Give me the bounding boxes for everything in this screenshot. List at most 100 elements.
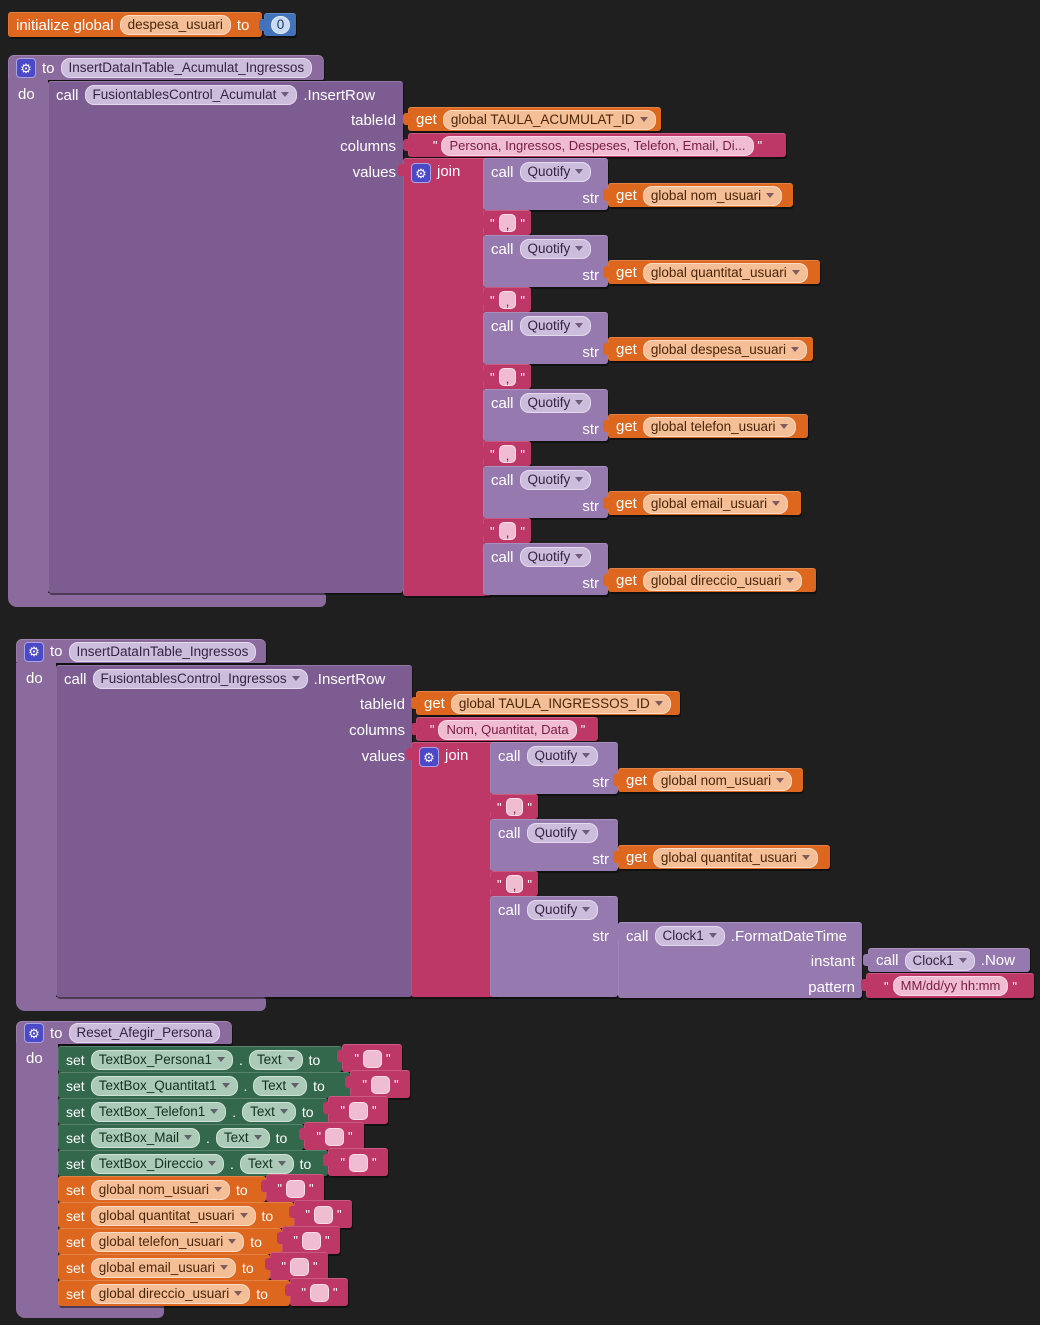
text-string-block-comma[interactable]: ", " bbox=[478, 364, 531, 389]
call-quotify-block[interactable]: call Quotify str bbox=[483, 466, 608, 518]
procedure-dropdown[interactable]: Quotify bbox=[519, 547, 592, 567]
call-formatdatetime-block[interactable]: call Clock1 .FormatDateTime instant patt… bbox=[613, 922, 862, 998]
variable-dropdown[interactable]: global telefon_usuari bbox=[90, 1231, 245, 1252]
set-textbox-mail-text-block[interactable]: set TextBox_Mail . Text to bbox=[58, 1124, 304, 1150]
text-field[interactable] bbox=[325, 1127, 344, 1146]
text-string-block-comma[interactable]: ", " bbox=[478, 441, 531, 466]
empty-string-block[interactable]: " " bbox=[323, 1096, 388, 1124]
procedure-dropdown[interactable]: Quotify bbox=[526, 823, 599, 843]
procedure-name-field[interactable]: InsertDataInTable_Ingressos bbox=[68, 641, 257, 662]
text-field[interactable]: Persona, Ingressos, Despeses, Telefon, E… bbox=[441, 135, 754, 156]
variable-dropdown[interactable]: global direccio_usuari bbox=[642, 570, 803, 591]
empty-string-block[interactable]: " " bbox=[265, 1252, 328, 1280]
text-string-block-columns-acumulat[interactable]: " Persona, Ingressos, Despeses, Telefon,… bbox=[403, 133, 786, 157]
text-field[interactable]: , bbox=[498, 522, 517, 540]
property-dropdown[interactable]: Text bbox=[239, 1153, 294, 1174]
property-dropdown[interactable]: Text bbox=[242, 1101, 296, 1122]
component-dropdown[interactable]: TextBox_Quantitat1 bbox=[90, 1075, 238, 1096]
component-dropdown[interactable]: TextBox_Persona1 bbox=[90, 1049, 234, 1070]
variable-name-field[interactable]: despesa_usuari bbox=[119, 15, 231, 35]
text-string-block-comma[interactable]: ", " bbox=[485, 794, 538, 819]
text-field[interactable] bbox=[371, 1075, 390, 1094]
get-block-email-usuari[interactable]: get global email_usuari bbox=[603, 491, 801, 515]
empty-string-block[interactable]: " " bbox=[337, 1044, 402, 1072]
procedure-block-reset-rail[interactable]: do bbox=[16, 1043, 58, 1303]
set-global-email-usuari-block[interactable]: set global email_usuari to bbox=[58, 1254, 270, 1280]
empty-string-block[interactable]: " " bbox=[289, 1200, 352, 1228]
call-quotify-block[interactable]: call Quotify str bbox=[483, 389, 608, 441]
empty-string-block[interactable]: " " bbox=[277, 1226, 340, 1254]
procedure-block-ingressos-header[interactable]: ⚙ to InsertDataInTable_Ingressos bbox=[16, 639, 266, 663]
set-textbox-direccio-text-block[interactable]: set TextBox_Direccio . Text to bbox=[58, 1150, 328, 1176]
number-value-field[interactable]: 0 bbox=[270, 16, 291, 34]
initialize-global-block[interactable]: initialize global despesa_usuari to bbox=[8, 12, 262, 37]
mutator-gear-icon[interactable]: ⚙ bbox=[419, 747, 439, 767]
procedure-name-field[interactable]: InsertDataInTable_Acumulat_Ingressos bbox=[60, 58, 313, 78]
procedure-dropdown[interactable]: Quotify bbox=[519, 470, 592, 490]
variable-dropdown[interactable]: global direccio_usuari bbox=[90, 1283, 251, 1304]
procedure-dropdown[interactable]: Quotify bbox=[526, 900, 599, 920]
component-dropdown[interactable]: Clock1 bbox=[654, 926, 725, 946]
component-dropdown[interactable]: FusiontablesControl_Acumulat bbox=[84, 85, 298, 105]
get-block-taula-acumulat-id[interactable]: get global TAULA_ACUMULAT_ID bbox=[403, 107, 661, 131]
variable-dropdown[interactable]: global TAULA_ACUMULAT_ID bbox=[442, 109, 656, 130]
call-quotify-block[interactable]: call Quotify str bbox=[490, 896, 618, 997]
mutator-gear-icon[interactable]: ⚙ bbox=[16, 58, 36, 78]
procedure-dropdown[interactable]: Quotify bbox=[526, 746, 599, 766]
set-textbox-telefon1-text-block[interactable]: set TextBox_Telefon1 . Text to bbox=[58, 1098, 328, 1124]
property-dropdown[interactable]: Text bbox=[215, 1127, 270, 1148]
text-field[interactable]: , bbox=[498, 214, 517, 232]
mutator-gear-icon[interactable]: ⚙ bbox=[411, 163, 431, 183]
variable-dropdown[interactable]: global TAULA_INGRESSOS_ID bbox=[450, 693, 671, 714]
text-string-block-comma[interactable]: ", " bbox=[478, 518, 531, 543]
text-field[interactable] bbox=[349, 1153, 368, 1172]
mutator-gear-icon[interactable]: ⚙ bbox=[24, 641, 44, 662]
procedure-block-acumulat-rail[interactable]: do bbox=[8, 79, 48, 593]
get-block-quantitat-usuari[interactable]: get global quantitat_usuari bbox=[603, 260, 820, 284]
get-block-nom-usuari[interactable]: get global nom_usuari bbox=[613, 768, 803, 792]
call-quotify-block[interactable]: call Quotify str bbox=[483, 235, 608, 287]
procedure-block-ingressos-rail[interactable]: do bbox=[16, 663, 56, 997]
text-field[interactable]: MM/dd/yy hh:mm bbox=[892, 976, 1009, 996]
mutator-gear-icon[interactable]: ⚙ bbox=[24, 1023, 44, 1043]
text-field[interactable] bbox=[310, 1283, 329, 1302]
text-field[interactable]: Nom, Quantitat, Data bbox=[438, 719, 577, 740]
set-global-nom-usuari-block[interactable]: set global nom_usuari to bbox=[58, 1176, 266, 1202]
text-field[interactable] bbox=[286, 1179, 305, 1198]
set-global-quantitat-usuari-block[interactable]: set global quantitat_usuari to bbox=[58, 1202, 294, 1228]
component-dropdown[interactable]: FusiontablesControl_Ingressos bbox=[92, 669, 308, 689]
component-dropdown[interactable]: Clock1 bbox=[904, 950, 975, 971]
text-field[interactable] bbox=[349, 1101, 368, 1120]
empty-string-block[interactable]: " " bbox=[345, 1070, 410, 1098]
call-quotify-block[interactable]: call Quotify str bbox=[490, 742, 618, 794]
procedure-block-ingressos-bottom[interactable] bbox=[16, 997, 266, 1011]
join-block-acumulat[interactable]: ⚙ join bbox=[398, 158, 491, 596]
procedure-block-reset-header[interactable]: ⚙ to Reset_Afegir_Persona bbox=[16, 1021, 232, 1044]
procedure-block-acumulat-header[interactable]: ⚙ to InsertDataInTable_Acumulat_Ingresso… bbox=[8, 55, 324, 80]
empty-string-block[interactable]: " " bbox=[261, 1174, 324, 1202]
get-block-telefon-usuari[interactable]: get global telefon_usuari bbox=[603, 414, 808, 438]
text-string-block-pattern[interactable]: " MM/dd/yy hh:mm " bbox=[861, 973, 1034, 998]
call-quotify-block[interactable]: call Quotify str bbox=[483, 158, 608, 210]
variable-dropdown[interactable]: global quantitat_usuari bbox=[652, 847, 818, 868]
text-string-block-comma[interactable]: ", " bbox=[485, 871, 538, 896]
set-textbox-persona1-text-block[interactable]: set TextBox_Persona1 . Text to bbox=[58, 1046, 342, 1072]
property-dropdown[interactable]: Text bbox=[248, 1049, 303, 1070]
set-global-telefon-usuari-block[interactable]: set global telefon_usuari to bbox=[58, 1228, 282, 1254]
procedure-dropdown[interactable]: Quotify bbox=[519, 316, 592, 336]
empty-string-block[interactable]: " " bbox=[285, 1278, 348, 1306]
variable-dropdown[interactable]: global despesa_usuari bbox=[642, 339, 807, 360]
call-quotify-block[interactable]: call Quotify str bbox=[483, 543, 608, 595]
procedure-name-field[interactable]: Reset_Afegir_Persona bbox=[68, 1023, 221, 1043]
get-block-quantitat-usuari[interactable]: get global quantitat_usuari bbox=[613, 845, 830, 869]
variable-dropdown[interactable]: global nom_usuari bbox=[642, 185, 783, 206]
get-block-taula-ingressos-id[interactable]: get global TAULA_INGRESSOS_ID bbox=[411, 691, 680, 715]
text-field[interactable] bbox=[290, 1257, 309, 1276]
get-block-nom-usuari[interactable]: get global nom_usuari bbox=[603, 183, 793, 207]
variable-dropdown[interactable]: global email_usuari bbox=[642, 493, 789, 514]
procedure-block-acumulat-bottom[interactable] bbox=[8, 593, 326, 607]
get-block-direccio-usuari[interactable]: get global direccio_usuari bbox=[603, 568, 816, 592]
get-block-despesa-usuari[interactable]: get global despesa_usuari bbox=[603, 337, 813, 361]
number-block[interactable]: 0 bbox=[259, 13, 296, 36]
text-string-block-comma[interactable]: ", " bbox=[478, 210, 531, 235]
